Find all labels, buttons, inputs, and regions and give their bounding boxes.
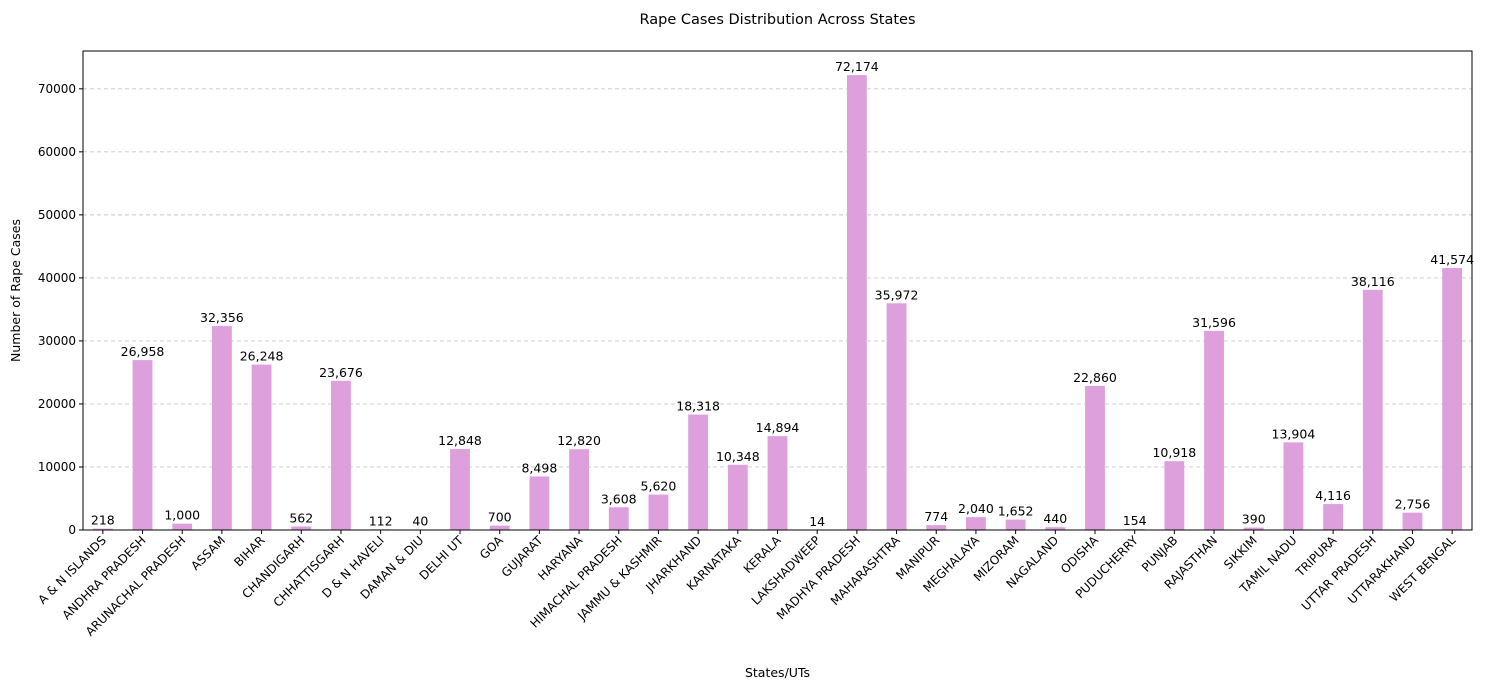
data-label: 22,860	[1073, 370, 1117, 385]
x-tick-label: GOA	[477, 533, 506, 562]
data-label: 154	[1123, 513, 1147, 528]
data-label: 32,356	[200, 310, 244, 325]
bar	[1204, 330, 1224, 530]
y-tick-label: 50000	[38, 208, 76, 222]
x-tick-label: MAHARASHTRA	[828, 533, 903, 608]
bar	[1045, 527, 1066, 530]
data-label: 35,972	[875, 287, 919, 302]
data-label: 18,318	[676, 399, 720, 414]
data-label: 12,820	[557, 433, 601, 448]
y-axis: 0 10000 20000 30000 40000 50000 60000 70000	[38, 82, 83, 537]
x-tick-label: DELHI UT	[417, 533, 467, 583]
x-tick-label: CHHATTISGARH	[271, 533, 348, 610]
bar	[92, 528, 113, 530]
y-tick-label: 30000	[38, 334, 76, 348]
bar	[1442, 267, 1463, 530]
data-label: 13,904	[1272, 426, 1316, 441]
data-label: 38,116	[1351, 274, 1395, 289]
chart-title: Rape Cases Distribution Across States	[639, 12, 915, 28]
bar	[767, 436, 788, 530]
bar	[608, 507, 629, 530]
bar	[172, 523, 193, 530]
bar	[132, 360, 153, 530]
data-label: 440	[1043, 511, 1067, 526]
bar	[648, 494, 669, 530]
x-tick-label: BIHAR	[231, 533, 267, 569]
data-label: 2,040	[958, 501, 994, 516]
data-label: 23,676	[319, 365, 363, 380]
bar	[1243, 527, 1264, 530]
bar	[1283, 442, 1304, 530]
bar	[489, 525, 510, 530]
bar	[1362, 289, 1383, 530]
data-label: 562	[289, 510, 313, 525]
x-tick-label: A & N ISLANDS	[35, 533, 109, 607]
data-label: 774	[924, 509, 948, 524]
bar	[211, 326, 232, 530]
bar	[251, 364, 272, 530]
data-label: 14	[809, 514, 825, 529]
x-tick-label: UTTARAKHAND	[1345, 533, 1418, 606]
data-label: 26,958	[121, 344, 165, 359]
y-tick-label: 70000	[38, 82, 76, 96]
bar	[1323, 504, 1344, 530]
data-label: 1,652	[998, 504, 1034, 519]
data-label: 390	[1242, 512, 1266, 527]
data-label: 112	[369, 513, 393, 528]
bar	[966, 517, 986, 530]
bar	[1005, 519, 1026, 530]
data-label: 41,574	[1430, 252, 1474, 267]
data-label: 218	[91, 513, 115, 528]
y-tick-label: 10000	[38, 460, 76, 474]
data-label: 5,620	[641, 479, 677, 494]
x-tick-label: LAKSHADWEEP	[749, 533, 824, 608]
data-label: 3,608	[601, 491, 637, 506]
bar	[846, 75, 867, 531]
bar	[1402, 512, 1423, 530]
data-label: 8,498	[521, 460, 557, 475]
y-tick-label: 20000	[38, 397, 76, 411]
data-label: 10,348	[716, 449, 760, 464]
bar	[688, 414, 709, 530]
data-label: 26,248	[240, 349, 284, 364]
data-label: 14,894	[756, 420, 800, 435]
x-tick-label: SIKKIM	[1221, 533, 1260, 572]
data-label: 40	[412, 514, 428, 529]
y-axis-title: Number of Rape Cases	[8, 219, 23, 362]
bar	[926, 525, 947, 530]
data-label: 2,756	[1395, 497, 1431, 512]
x-axis-title: States/UTs	[745, 665, 810, 680]
bar	[450, 449, 470, 530]
bar	[886, 303, 907, 530]
x-tick-label: ASSAM	[188, 533, 228, 573]
bar	[291, 526, 312, 530]
bars	[92, 75, 1463, 531]
y-tick-label: 0	[68, 523, 76, 537]
x-tick-label: UTTAR PRADESH	[1299, 533, 1379, 613]
bar	[331, 380, 351, 530]
data-labels: 218 26,958 1,000 32,356 26,248 562 23,676 112 40…	[91, 59, 1474, 529]
y-tick-label: 40000	[38, 271, 76, 285]
bar	[1085, 385, 1105, 530]
y-tick-label: 60000	[38, 145, 76, 159]
data-label: 700	[488, 510, 512, 525]
data-label: 72,174	[835, 59, 879, 74]
bar	[529, 476, 550, 530]
data-label: 12,848	[438, 433, 482, 448]
bar	[1164, 461, 1185, 530]
data-label: 10,918	[1152, 445, 1196, 460]
data-label: 31,596	[1192, 315, 1236, 330]
bar	[569, 449, 589, 530]
data-label: 1,000	[164, 508, 200, 523]
data-label: 4,116	[1315, 488, 1351, 503]
gridlines	[83, 88, 1472, 468]
bar	[727, 464, 748, 530]
